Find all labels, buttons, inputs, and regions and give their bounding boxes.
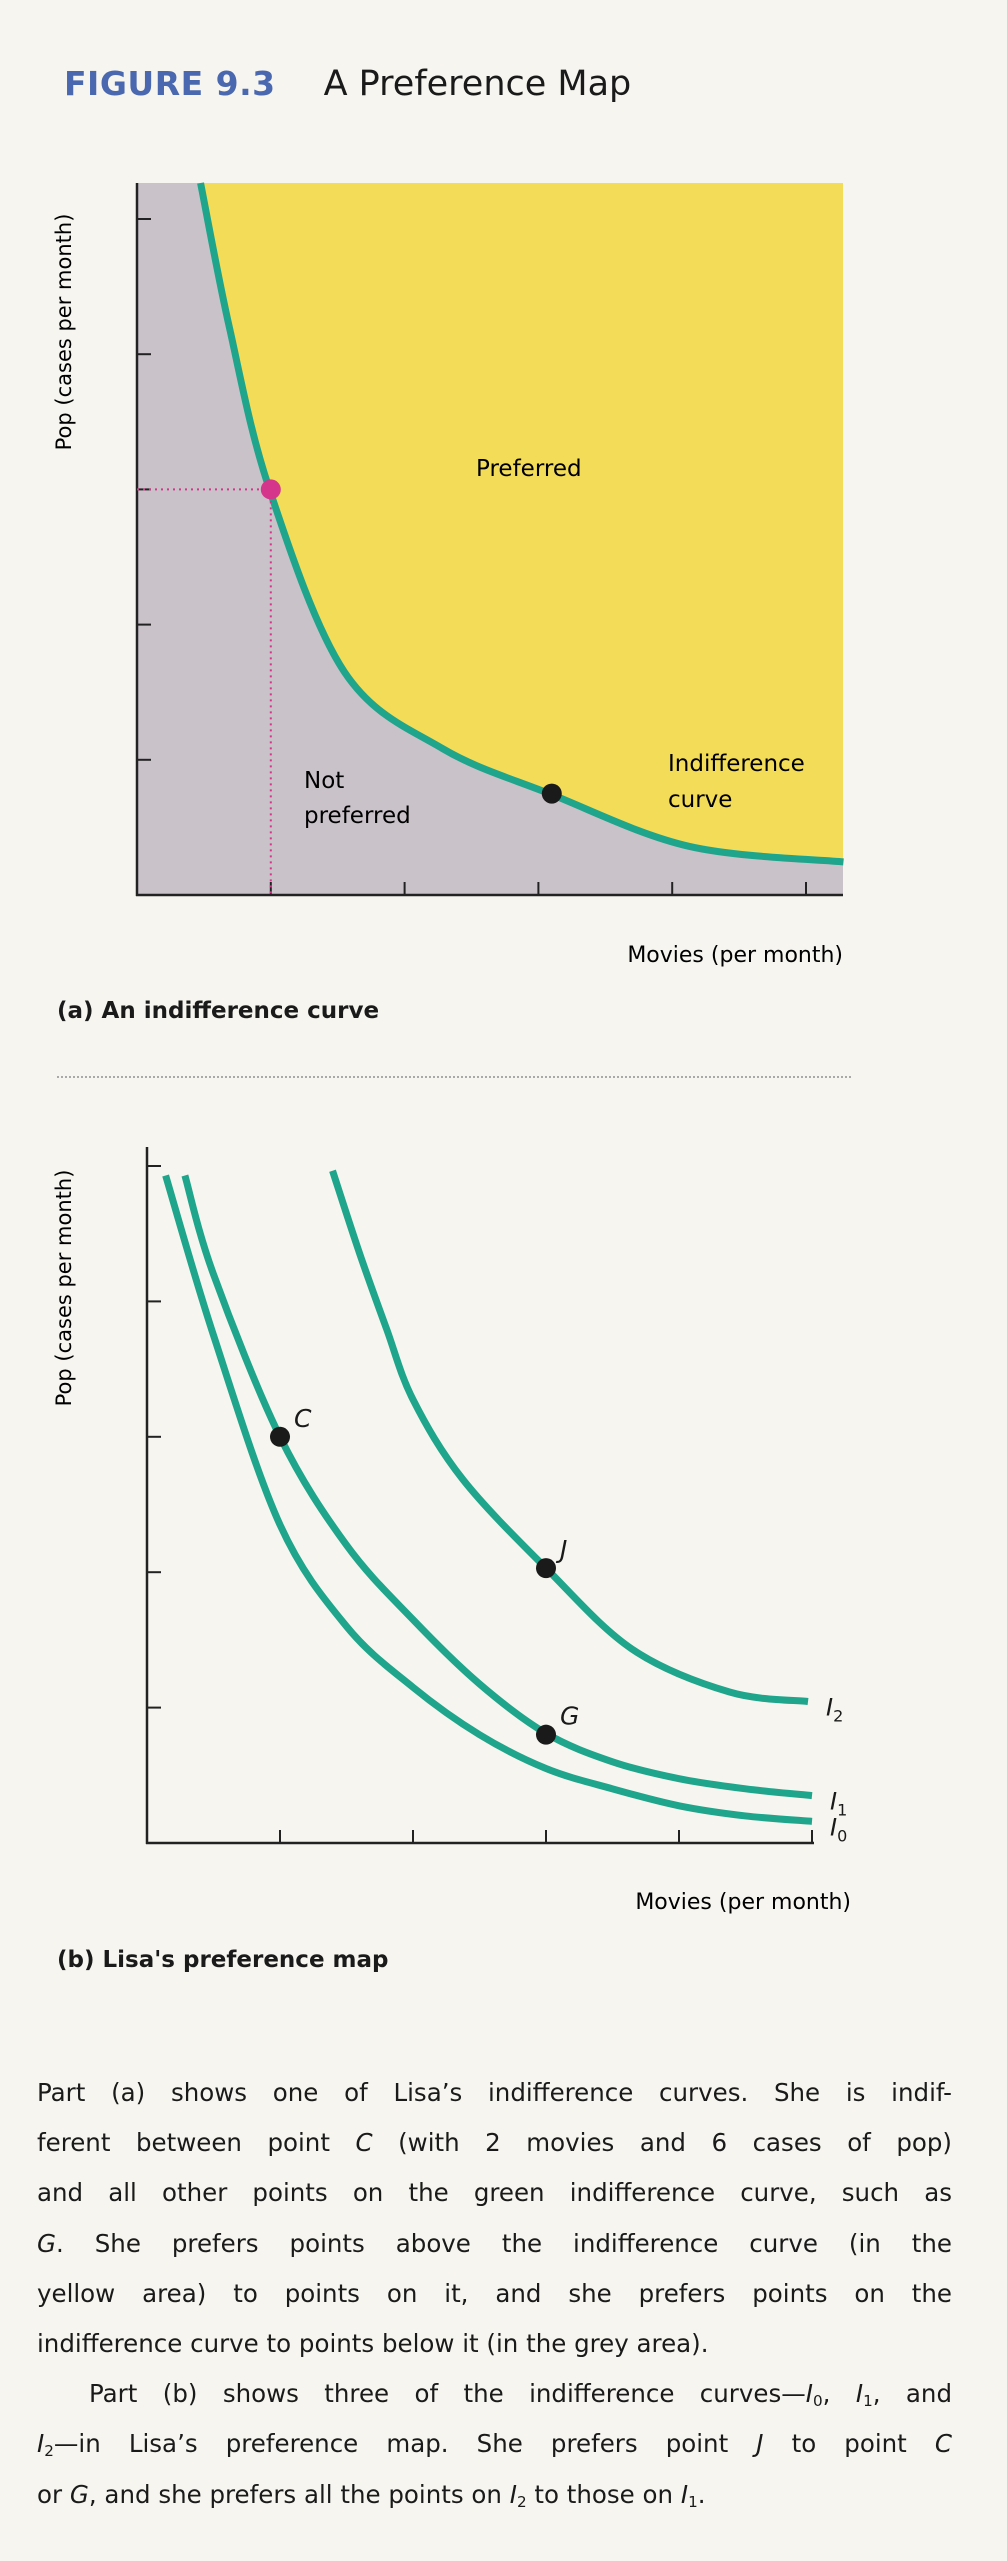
subscript: 0 xyxy=(812,2391,823,2410)
curve-label-letter: I xyxy=(830,1813,837,1841)
figure-number: FIGURE 9.3 xyxy=(64,64,276,103)
description-line: indifference curve to points below it (i… xyxy=(37,2319,952,2369)
description-line: Part (a) shows one of Lisa’s indifferenc… xyxy=(37,2068,952,2118)
point-c xyxy=(270,1426,290,1447)
point-g xyxy=(541,783,562,804)
description-line: ferent between point C (with 2 movies an… xyxy=(37,2118,952,2168)
figure-description: Part (a) shows one of Lisa’s indifferenc… xyxy=(37,2068,952,2520)
text-run: Part (b) shows three of the indifference… xyxy=(89,2379,806,2409)
description-line: I2—in Lisa’s preference map. She prefers… xyxy=(37,2419,952,2469)
not-preferred-label-2: preferred xyxy=(304,803,411,829)
italic-symbol: J xyxy=(756,2429,764,2459)
curve-label-1: Indifference xyxy=(668,751,805,777)
curve-label-letter: I xyxy=(830,1788,837,1816)
text-run: Part (a) shows one of Lisa’s indifferenc… xyxy=(37,2078,952,2107)
curve-label-subscript: 2 xyxy=(833,1707,843,1726)
subscript: 1 xyxy=(863,2391,873,2410)
x-axis-title-b: Movies (per month) xyxy=(635,1890,851,1915)
italic-symbol: C xyxy=(934,2429,952,2459)
text-run: —in Lisa’s preference map. She prefers p… xyxy=(53,2429,757,2459)
figure-title: FIGURE 9.3 A Preference Map xyxy=(64,64,631,104)
panel-a-caption: (a) An indifference curve xyxy=(57,998,380,1024)
text-run: . xyxy=(697,2479,706,2509)
description-line: and all other points on the green indiff… xyxy=(37,2168,952,2218)
italic-symbol: C xyxy=(355,2128,373,2158)
text-run: (with 2 movies and 6 cases of pop) xyxy=(372,2128,952,2158)
point-label-g: G xyxy=(560,1702,579,1731)
curve-label-subscript: 1 xyxy=(837,1801,847,1820)
panel-b-caption: (b) Lisa's preference map xyxy=(57,1947,389,1973)
text-run: , and xyxy=(872,2379,953,2409)
curve-label-2: curve xyxy=(668,787,732,813)
curve-label-i2: I2 xyxy=(826,1694,843,1726)
text-run: to point xyxy=(763,2429,935,2459)
text-run: , and she prefers all the points on xyxy=(88,2479,510,2509)
x-axis-title-a: Movies (per month) xyxy=(627,943,843,968)
text-run: and all other points on the green indiff… xyxy=(37,2178,952,2208)
curve-label-subscript: 0 xyxy=(837,1826,847,1845)
description-line: yellow area) to points on it, and she pr… xyxy=(37,2269,952,2319)
description-line: G. She prefers points above the indiffer… xyxy=(37,2219,952,2269)
chart-b-axes xyxy=(145,1147,814,1845)
point-c xyxy=(260,479,281,500)
chart-a-axes xyxy=(135,183,843,897)
chart-indifference-curve: Preferred Not preferred Indifference cur… xyxy=(52,182,844,968)
subscript: 1 xyxy=(688,2492,698,2511)
indifference-curve xyxy=(197,182,844,866)
text-run: , xyxy=(822,2379,856,2409)
panel-divider xyxy=(57,1076,851,1078)
italic-symbol: G xyxy=(69,2479,89,2509)
text-run: to those on xyxy=(526,2479,681,2509)
text-run: or xyxy=(37,2479,70,2509)
description-line: Part (b) shows three of the indifference… xyxy=(37,2369,952,2419)
italic-symbol: G xyxy=(37,2228,56,2258)
italic-symbol: I xyxy=(37,2429,45,2459)
curve-label-letter: I xyxy=(826,1694,833,1722)
point-g xyxy=(536,1724,556,1745)
curve-label-i1: I1 xyxy=(830,1788,847,1820)
chart-a-points xyxy=(137,479,562,895)
indifference-curve-i1 xyxy=(181,1174,813,1800)
y-axis-title-b: Pop (cases per month) xyxy=(52,1170,76,1407)
text-run: . She prefers points above the indiffere… xyxy=(56,2228,952,2258)
text-run: indifference curve to points below it (i… xyxy=(37,2328,709,2358)
indifference-curve-i0 xyxy=(162,1174,813,1825)
subscript: 2 xyxy=(516,2492,527,2511)
y-axis-title-a: Pop (cases per month) xyxy=(52,214,76,451)
curve-label-i0: I0 xyxy=(830,1813,847,1845)
preferred-label: Preferred xyxy=(476,456,582,482)
point-label-c: C xyxy=(294,1404,312,1433)
italic-symbol: I xyxy=(805,2379,813,2409)
italic-symbol: I xyxy=(509,2479,517,2509)
text-run: yellow area) to points on it, and she pr… xyxy=(37,2278,952,2308)
italic-symbol: I xyxy=(855,2379,864,2409)
point-label-j: J xyxy=(555,1535,567,1564)
subscript: 2 xyxy=(44,2442,54,2461)
description-line: or G, and she prefers all the points on … xyxy=(37,2470,952,2520)
indifference-curve-i2 xyxy=(329,1169,809,1705)
point-j xyxy=(536,1558,556,1579)
italic-symbol: I xyxy=(680,2479,689,2509)
figure-name: A Preference Map xyxy=(323,64,632,104)
text-run: ferent between point xyxy=(37,2128,356,2158)
not-preferred-label-1: Not xyxy=(304,768,344,794)
